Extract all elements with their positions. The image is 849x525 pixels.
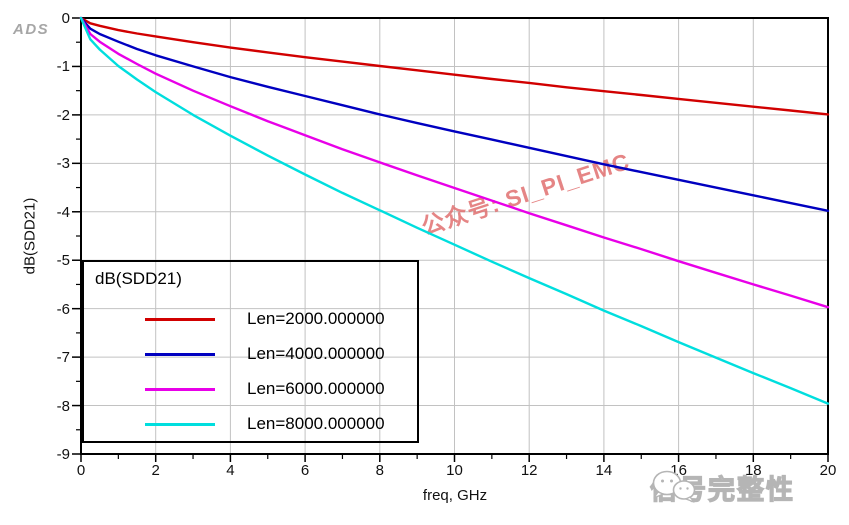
y-tick-label: -2 bbox=[56, 106, 70, 124]
legend-label: Len=8000.000000 bbox=[247, 414, 385, 433]
legend-swatch bbox=[145, 352, 215, 356]
ads-logo: ADS bbox=[13, 21, 50, 38]
series-curve-len-6000-000000 bbox=[79, 16, 830, 309]
x-tick-label: 6 bbox=[300, 462, 310, 479]
y-tick-label: -6 bbox=[56, 300, 70, 318]
legend-label: Len=2000.000000 bbox=[247, 309, 385, 328]
series-curve-len-2000-000000 bbox=[79, 16, 830, 116]
x-tick-label: 0 bbox=[76, 462, 86, 479]
legend-label: Len=6000.000000 bbox=[247, 379, 385, 398]
y-tick-label: 0 bbox=[61, 10, 70, 27]
x-tick-label: 12 bbox=[520, 462, 538, 479]
x-tick-label: 18 bbox=[744, 462, 762, 479]
x-tick-label: 10 bbox=[446, 462, 463, 479]
y-tick-label: -8 bbox=[56, 397, 70, 415]
x-axis-title: freq, GHz bbox=[422, 487, 488, 504]
legend-swatch bbox=[145, 422, 215, 426]
legend-entry: Len=4000.000000 bbox=[145, 343, 385, 365]
y-tick-label: -9 bbox=[56, 446, 70, 463]
x-tick-label: 14 bbox=[595, 462, 613, 479]
legend-swatch bbox=[145, 387, 215, 391]
x-tick-label: 2 bbox=[151, 462, 160, 479]
legend-swatch bbox=[145, 317, 215, 321]
legend-entry: Len=6000.000000 bbox=[145, 378, 385, 400]
legend-entry: Len=8000.000000 bbox=[145, 413, 385, 435]
legend-label: Len=4000.000000 bbox=[247, 344, 385, 363]
y-tick-label: -4 bbox=[56, 203, 70, 221]
wechat-icon bbox=[652, 470, 696, 503]
y-tick-label: -5 bbox=[56, 252, 70, 270]
y-axis-title: dB(SDD21) bbox=[21, 197, 39, 275]
x-tick-label: 8 bbox=[375, 462, 384, 479]
y-tick-label: -7 bbox=[56, 349, 70, 367]
brand-watermark: 信号完整性 bbox=[649, 468, 795, 507]
y-tick-label: -3 bbox=[56, 155, 70, 173]
y-tick-label: -1 bbox=[56, 58, 70, 76]
x-tick-label: 4 bbox=[226, 462, 235, 479]
series-curve-len-8000-000000 bbox=[79, 16, 830, 405]
series-curve-len-4000-000000 bbox=[79, 16, 830, 213]
legend-box: dB(SDD21) Len=2000.000000 Len=4000.000000… bbox=[82, 260, 419, 443]
x-tick-label: 20 bbox=[819, 462, 837, 479]
legend-title: dB(SDD21) bbox=[95, 269, 182, 288]
legend-entry: Len=2000.000000 bbox=[145, 308, 385, 330]
